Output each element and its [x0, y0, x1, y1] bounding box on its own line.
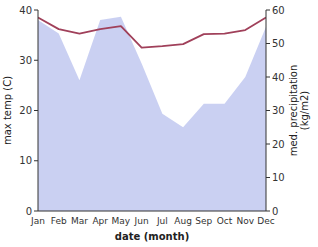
y2-tick [266, 211, 270, 212]
x-tick-label: Oct [217, 216, 233, 226]
y2-tick [266, 144, 270, 145]
y-tick-label: 40 [19, 5, 32, 16]
y-tick [34, 60, 38, 61]
y2-axis-label-line: (kg/m2) [299, 91, 310, 131]
x-tick-label: Jun [134, 216, 149, 226]
y-tick [34, 211, 38, 212]
x-tick-label: Jan [30, 216, 45, 226]
chart: 0 10 20 30 40 0 10 20 30 40 50 60 Jan Feb Mar Apr MayJun… [0, 0, 318, 247]
x-tick-label: Jul [156, 216, 168, 226]
y-tick [34, 10, 38, 11]
x-tick-label: Aug [174, 216, 192, 226]
y2-axis-label: med. precipitation(kg/m2) [288, 65, 310, 157]
y2-tick [266, 77, 270, 78]
y-tick-label: 0 [26, 206, 32, 217]
plot-area [38, 17, 266, 211]
y2-tick-label: 0 [272, 206, 278, 217]
y2-tick-label: 10 [272, 172, 285, 183]
y2-axis-label-line: med. precipitation [288, 65, 299, 157]
x-tick-label: Feb [51, 216, 67, 226]
y2-tick [266, 43, 270, 44]
x-tick-label: Dec [257, 216, 274, 226]
x-tick-label: May [112, 216, 131, 226]
background [0, 0, 318, 247]
y-tick [34, 160, 38, 161]
precipitation-area [38, 17, 266, 211]
x-tick-label: Apr [92, 216, 108, 226]
x-axis-label: date (month) [115, 231, 189, 242]
y2-tick [266, 110, 270, 111]
x-axis-line [38, 211, 266, 212]
y2-tick-label: 50 [272, 38, 285, 49]
y2-tick [266, 177, 270, 178]
y2-tick-label: 40 [272, 72, 285, 83]
x-tick-label: Nov [236, 216, 254, 226]
y-tick [34, 110, 38, 111]
y2-tick-label: 30 [272, 105, 285, 116]
y-tick-label: 20 [19, 105, 32, 116]
x-tick-label: Sep [195, 216, 212, 226]
x-tick-label: Mar [71, 216, 88, 226]
y-tick-label: 10 [19, 155, 32, 166]
y-axis-label: max temp (C) [2, 76, 13, 145]
y2-tick-label: 60 [272, 5, 285, 16]
chart-container: 0 10 20 30 40 0 10 20 30 40 50 60 Jan Feb Mar Apr MayJun… [0, 0, 318, 247]
y-tick-label: 30 [19, 55, 32, 66]
temperature-line [38, 18, 266, 48]
y2-tick [266, 10, 270, 11]
y2-tick-label: 20 [272, 139, 285, 150]
